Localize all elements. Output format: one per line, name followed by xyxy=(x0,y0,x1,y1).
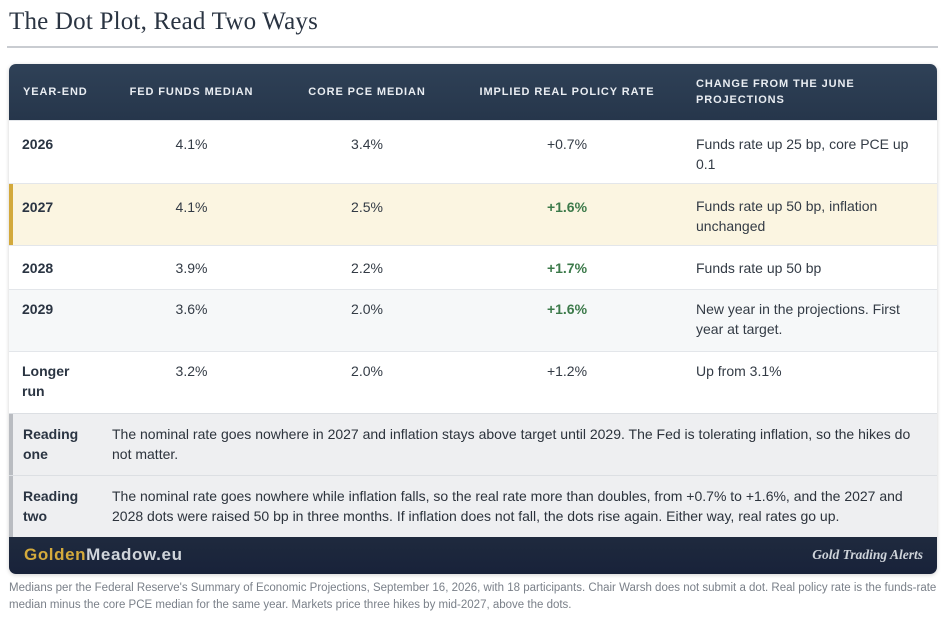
cell-fed-funds: 4.1% xyxy=(175,199,208,215)
brand-name-gold: Golden xyxy=(24,545,87,564)
brand-footer: GoldenMeadow.eu Gold Trading Alerts xyxy=(9,537,937,574)
brand-tagline: Gold Trading Alerts xyxy=(812,547,923,562)
cell-real-rate: +1.2% xyxy=(546,363,588,379)
title-divider xyxy=(7,46,938,48)
reading-accent-bar xyxy=(9,476,13,537)
reading-label: Reading two xyxy=(23,488,79,524)
cell-real-rate: +1.6% xyxy=(546,199,588,215)
cell-change: Funds rate up 25 bp, core PCE up 0.1 xyxy=(696,136,909,172)
cell-year: Longer run xyxy=(22,363,70,399)
brand-logo[interactable]: GoldenMeadow.eu xyxy=(24,545,183,565)
page-title: The Dot Plot, Read Two Ways xyxy=(9,8,319,35)
cell-fed-funds: 3.6% xyxy=(175,301,208,317)
table-row: 2028 3.9% 2.2% +1.7% Funds rate up 50 bp xyxy=(9,245,937,289)
cell-year: 2028 xyxy=(22,260,54,276)
reading-text: The nominal rate goes nowhere while infl… xyxy=(112,488,903,524)
reading-text: The nominal rate goes nowhere in 2027 an… xyxy=(112,426,911,462)
source-note: Medians per the Federal Reserve's Summar… xyxy=(9,582,937,611)
reading-accent-bar xyxy=(9,414,13,475)
header-year-end: YEAR-END xyxy=(23,86,88,98)
header-change-from-june: CHANGE FROM THE JUNE PROJECTIONS xyxy=(696,78,855,106)
table-row: 2026 4.1% 3.4% +0.7% Funds rate up 25 bp… xyxy=(9,120,937,183)
cell-core-pce: 2.0% xyxy=(351,301,383,317)
cell-year: 2027 xyxy=(22,199,54,215)
cell-change: Funds rate up 50 bp, inflation unchanged xyxy=(696,198,878,234)
cell-core-pce: 2.5% xyxy=(351,199,383,215)
table-row: 2029 3.6% 2.0% +1.6% New year in the pro… xyxy=(9,289,937,351)
cell-core-pce: 3.4% xyxy=(351,136,383,152)
cell-real-rate: +1.6% xyxy=(546,301,588,317)
cell-change: New year in the projections. First year … xyxy=(696,301,900,337)
cell-real-rate: +0.7% xyxy=(546,136,588,152)
brand-name-domain: Meadow.eu xyxy=(86,545,183,564)
reading-two-row: Reading two The nominal rate goes nowher… xyxy=(9,475,937,537)
header-core-pce-median: CORE PCE MEDIAN xyxy=(308,86,426,98)
cell-core-pce: 2.2% xyxy=(351,260,383,276)
cell-fed-funds: 4.1% xyxy=(175,136,208,152)
cell-year: 2026 xyxy=(22,136,54,152)
reading-label: Reading one xyxy=(23,426,79,462)
table-header: YEAR-END FED FUNDS MEDIAN CORE PCE MEDIA… xyxy=(9,64,937,120)
highlight-accent-bar xyxy=(9,184,13,245)
cell-change: Funds rate up 50 bp xyxy=(696,260,822,276)
table-row: Longer run 3.2% 2.0% +1.2% Up from 3.1% xyxy=(9,351,937,413)
cell-real-rate: +1.7% xyxy=(546,260,588,276)
projections-table-card: YEAR-END FED FUNDS MEDIAN CORE PCE MEDIA… xyxy=(9,64,937,574)
header-implied-real-policy-rate: IMPLIED REAL POLICY RATE xyxy=(479,86,655,98)
header-fed-funds-median: FED FUNDS MEDIAN xyxy=(129,86,254,98)
reading-one-row: Reading one The nominal rate goes nowher… xyxy=(9,413,937,475)
cell-core-pce: 2.0% xyxy=(351,363,383,379)
cell-fed-funds: 3.2% xyxy=(175,363,208,379)
table-row-highlighted: 2027 4.1% 2.5% +1.6% Funds rate up 50 bp… xyxy=(9,183,937,245)
cell-change: Up from 3.1% xyxy=(696,363,782,379)
cell-year: 2029 xyxy=(22,301,54,317)
cell-fed-funds: 3.9% xyxy=(175,260,208,276)
